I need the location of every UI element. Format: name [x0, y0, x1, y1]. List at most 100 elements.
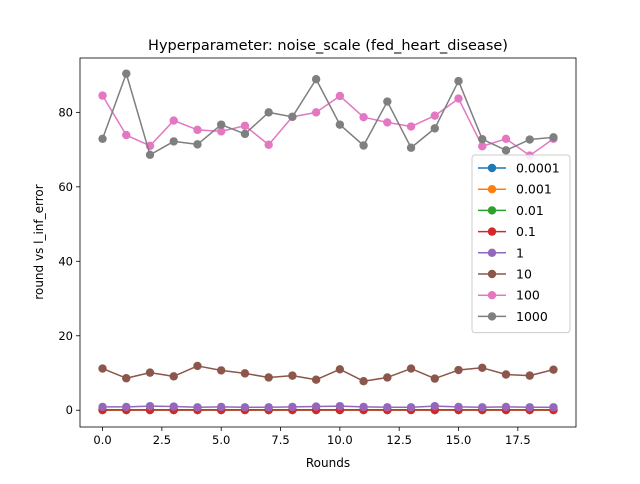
data-point — [525, 135, 534, 144]
data-point — [549, 365, 558, 374]
data-point — [501, 370, 511, 379]
data-point — [240, 121, 250, 130]
legend-box — [471, 154, 571, 334]
legend-marker — [487, 206, 497, 215]
data-point — [454, 94, 463, 103]
data-point — [264, 403, 273, 412]
data-point — [264, 140, 273, 149]
data-point — [359, 141, 368, 150]
plot-area: 0.0 2.5 5.0 7.5 10.0 12.5 15.0 17.5 0 20 40 60 80 — [58, 57, 577, 447]
x-tick-label: 12.5 — [386, 433, 412, 447]
data-point — [122, 130, 131, 140]
data-point — [311, 402, 321, 411]
data-point — [454, 76, 463, 86]
data-point — [288, 371, 297, 380]
chart-title: Hyperparameter: noise_scale (fed_heart_d… — [148, 38, 508, 54]
data-point — [169, 116, 178, 125]
data-point — [193, 361, 202, 371]
legend-label: 100 — [516, 288, 540, 303]
data-point — [383, 97, 392, 106]
legend-marker — [487, 185, 497, 194]
y-tick-label: 0 — [66, 403, 73, 417]
data-point — [454, 402, 463, 412]
data-point — [359, 402, 368, 412]
legend-item: 0.0001 — [478, 161, 560, 176]
x-tick-label: 5.0 — [212, 433, 230, 447]
legend-label: 0.0001 — [516, 161, 560, 176]
data-point — [383, 118, 392, 127]
data-point — [549, 133, 558, 142]
data-point — [430, 401, 439, 411]
data-point — [335, 401, 345, 411]
x-tick-label: 15.0 — [446, 433, 472, 447]
data-point — [501, 134, 511, 144]
y-tick-label: 60 — [58, 180, 73, 194]
legend-marker — [487, 163, 497, 173]
data-point — [240, 129, 250, 139]
data-point — [288, 112, 297, 122]
legend-marker — [487, 227, 497, 236]
data-point — [478, 363, 487, 372]
data-point — [454, 365, 463, 375]
data-point — [217, 366, 226, 375]
legend-marker — [487, 269, 497, 279]
x-tick-label: 0.0 — [93, 433, 111, 447]
y-tick-label: 40 — [58, 254, 73, 268]
legend-label: 1 — [516, 245, 524, 260]
data-point — [145, 368, 155, 377]
data-point — [478, 403, 487, 412]
data-point — [240, 403, 250, 412]
legend-marker — [487, 291, 497, 300]
x-tick-label: 7.5 — [271, 433, 289, 447]
data-point — [193, 125, 202, 135]
data-point — [169, 372, 178, 381]
data-point — [264, 373, 273, 382]
data-point — [549, 403, 558, 412]
data-point — [217, 127, 226, 136]
data-point — [406, 143, 416, 152]
data-point — [383, 403, 392, 412]
series-10 — [98, 361, 558, 386]
data-point — [122, 402, 131, 412]
data-point — [335, 365, 345, 374]
legend-item: 0.001 — [478, 182, 552, 197]
data-point — [525, 371, 534, 380]
series-1000 — [98, 69, 558, 160]
data-point — [264, 108, 273, 117]
data-point — [98, 364, 107, 373]
legend-marker — [487, 248, 497, 257]
legend-marker — [487, 312, 497, 321]
y-axis-label: round vs l_inf_error — [32, 184, 46, 299]
legend-item: 0.1 — [478, 224, 536, 239]
data-point — [478, 142, 487, 151]
legend-label: 0.1 — [516, 224, 536, 239]
data-point — [430, 374, 439, 383]
data-point — [169, 137, 178, 146]
y-tick-label: 20 — [58, 329, 73, 343]
x-tick-label: 17.5 — [505, 433, 531, 447]
data-point — [335, 91, 345, 101]
legend-item: 100 — [478, 288, 540, 303]
data-point — [430, 111, 439, 120]
data-point — [217, 120, 226, 129]
data-point — [98, 402, 107, 412]
data-point — [359, 377, 368, 386]
data-point — [169, 402, 178, 411]
axes-frame — [79, 57, 577, 428]
data-point — [311, 375, 321, 384]
data-point — [335, 120, 345, 129]
legend-item: 0.01 — [478, 203, 544, 218]
data-point — [98, 134, 107, 144]
data-point — [288, 402, 297, 412]
legend-label: 0.01 — [516, 203, 544, 218]
data-point — [406, 122, 416, 131]
x-tick-label: 2.5 — [153, 433, 171, 447]
data-point — [193, 403, 202, 412]
legend-item: 1000 — [478, 309, 548, 324]
y-tick-label: 80 — [58, 105, 73, 119]
data-point — [501, 402, 511, 412]
data-point — [478, 134, 487, 144]
data-point — [145, 401, 155, 411]
data-point — [122, 69, 131, 78]
